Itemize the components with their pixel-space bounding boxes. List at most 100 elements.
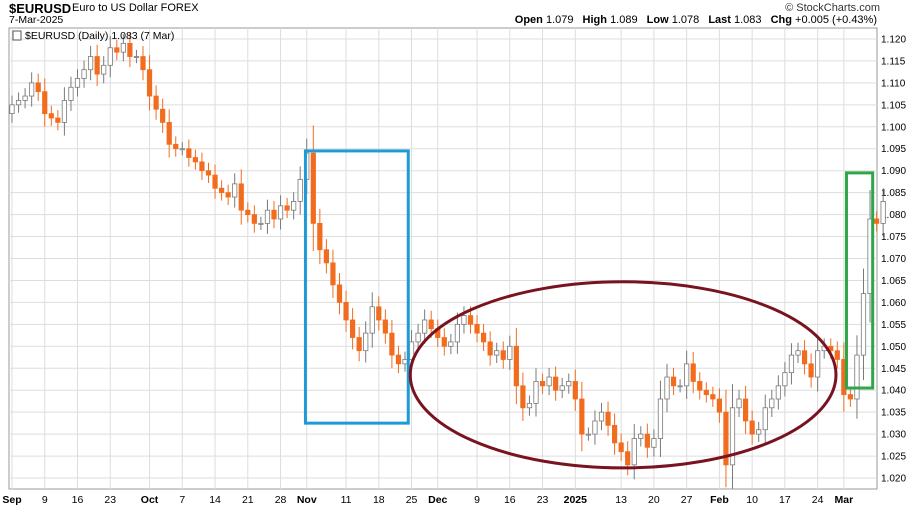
y-tick-label: 1.060 <box>881 298 906 309</box>
y-tick-label: 1.050 <box>881 342 906 353</box>
candle-body <box>553 376 559 391</box>
candle-body <box>847 394 854 400</box>
candle-body <box>330 262 336 286</box>
candle-body <box>467 315 474 325</box>
x-tick-label: Sep <box>2 494 21 506</box>
open-value: 1.079 <box>545 14 574 26</box>
x-tick-label: 11 <box>341 494 352 506</box>
candle-body <box>461 315 467 325</box>
high-value: 1.089 <box>610 14 638 26</box>
candle-body <box>513 345 519 387</box>
x-tick-label: 25 <box>406 494 418 506</box>
x-tick-label: 23 <box>104 494 116 506</box>
candle-body <box>284 205 290 211</box>
y-tick-label: 1.035 <box>881 408 906 419</box>
y-tick-label: 1.070 <box>881 254 906 265</box>
candle-body <box>500 350 506 360</box>
candle-body <box>710 394 716 400</box>
candle-body <box>684 363 690 387</box>
candle-body <box>205 170 212 176</box>
y-tick-label: 1.105 <box>881 100 906 111</box>
candle-body <box>120 42 126 53</box>
annotation-ellipse <box>408 280 838 470</box>
candle-body <box>775 385 781 400</box>
candle-body <box>631 438 637 466</box>
candle-body <box>291 201 297 211</box>
candle-body <box>664 376 670 400</box>
candle-body <box>297 179 303 202</box>
candle-body <box>808 363 814 378</box>
candle-body <box>114 47 120 53</box>
candle-body <box>245 209 251 215</box>
candle-body <box>238 183 244 211</box>
candle-body <box>834 350 840 360</box>
x-tick-label: 2025 <box>564 494 588 506</box>
candle-body <box>572 381 578 400</box>
high-label: High <box>582 14 607 26</box>
candle-body <box>539 381 546 387</box>
x-tick-label: Nov <box>297 494 317 506</box>
candle-body <box>860 293 867 356</box>
candle-body <box>153 95 159 110</box>
brand-logo[interactable]: © StockCharts.com <box>785 2 880 14</box>
candle-body <box>271 209 277 220</box>
candle-body <box>743 398 749 422</box>
ohlc-readout: Open 1.079 High 1.089 Low 1.078 Last 1.0… <box>509 14 877 26</box>
candle-body <box>559 385 565 391</box>
candle-body <box>566 381 572 387</box>
x-tick-label: 7 <box>179 494 185 506</box>
candle-body <box>703 389 709 396</box>
last-label: Last <box>708 14 731 26</box>
candle-body <box>723 411 729 466</box>
candle-body <box>48 113 54 119</box>
x-tick-label: Feb <box>710 494 729 506</box>
candle-body <box>487 341 493 356</box>
candle-body <box>349 319 356 338</box>
x-tick-label: 24 <box>812 494 824 506</box>
candle-body <box>454 323 461 343</box>
candle-body <box>644 433 650 448</box>
candle-body <box>264 209 271 224</box>
y-tick-label: 1.040 <box>881 386 906 397</box>
candle-body <box>389 332 395 356</box>
x-tick-label: 27 <box>681 494 693 506</box>
candle-body <box>251 214 257 224</box>
chart-header: $EURUSD Euro to US Dollar FOREX 7-Mar-20… <box>0 0 910 28</box>
candle-body <box>638 433 644 439</box>
y-tick-label: 1.055 <box>881 320 906 331</box>
candle-body <box>22 95 28 101</box>
candle-body <box>788 354 795 374</box>
x-tick-label: Mar <box>835 494 854 506</box>
y-tick-label: 1.030 <box>881 430 906 441</box>
x-tick-label: 23 <box>537 494 549 506</box>
candle-body <box>42 91 48 115</box>
candle-body <box>782 372 788 387</box>
candle-body <box>395 354 402 365</box>
x-tick-label: 28 <box>275 494 287 506</box>
candle-body <box>579 398 585 435</box>
candle-body <box>625 451 631 466</box>
candle-body <box>415 332 421 343</box>
candle-body <box>179 148 185 151</box>
low-label: Low <box>646 14 669 26</box>
candle-body <box>363 332 369 352</box>
candle-body <box>526 402 533 409</box>
candle-body <box>874 218 880 224</box>
symbol-description: Euro to US Dollar FOREX <box>72 2 199 14</box>
y-tick-label: 1.115 <box>881 56 906 67</box>
candle-body <box>480 332 487 343</box>
candle-body <box>605 411 611 426</box>
candle-body <box>716 398 723 413</box>
x-tick-label: 14 <box>209 494 221 506</box>
y-tick-label: 1.095 <box>881 144 906 155</box>
candle-body <box>697 381 703 391</box>
candle-body <box>769 398 775 409</box>
candle-body <box>854 354 860 400</box>
y-tick-label: 1.075 <box>881 232 906 243</box>
candle-body <box>356 337 362 352</box>
candle-body <box>336 284 343 303</box>
candle-body <box>494 350 500 356</box>
candle-body <box>258 222 264 225</box>
y-tick-label: 1.100 <box>881 122 906 133</box>
